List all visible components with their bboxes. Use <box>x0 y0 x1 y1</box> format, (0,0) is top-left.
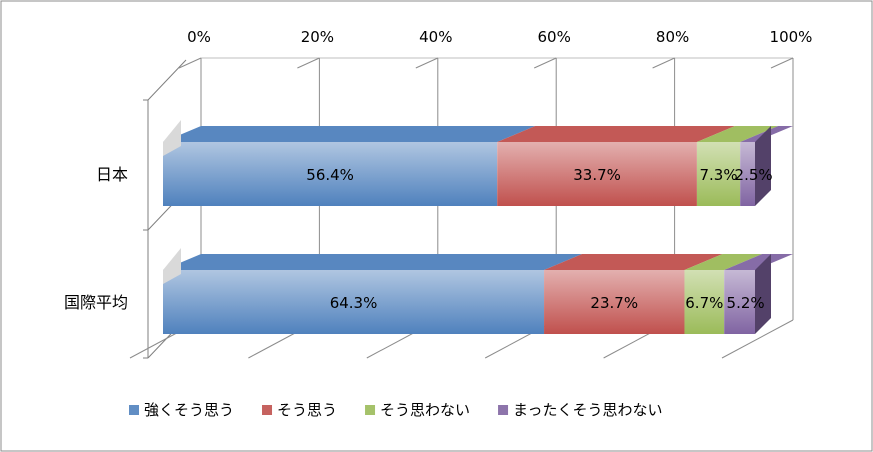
legend-label: そう思う <box>277 401 337 419</box>
bar-segment <box>544 270 685 334</box>
bar-top-face <box>684 254 763 270</box>
y-axis-depth-line <box>147 59 187 101</box>
bar-left-face <box>163 120 181 156</box>
bar-segment <box>684 270 725 334</box>
data-label: 64.3% <box>330 294 378 312</box>
bar-segment <box>740 142 755 206</box>
bar-segment <box>696 142 741 206</box>
legend-swatch <box>498 405 509 415</box>
bar-top-face <box>497 126 735 142</box>
x-tick-label: 60% <box>538 28 571 46</box>
bar-top-face <box>724 254 793 270</box>
legend-swatch <box>365 405 376 415</box>
legend-label: まったくそう思わない <box>513 401 662 419</box>
data-label: 7.3% <box>700 166 738 184</box>
gridline-floor <box>721 319 794 359</box>
gridline-top <box>652 57 675 69</box>
gridline-top <box>415 57 439 69</box>
bar-segment <box>497 142 697 206</box>
bar-side-face <box>755 254 771 334</box>
gridline-top <box>770 57 794 69</box>
bar-segment <box>163 270 545 334</box>
x-tick-label: 20% <box>301 28 334 46</box>
data-label: 23.7% <box>590 294 638 312</box>
x-axis-ticks: 0% 20% 40% 60% 80% 100% <box>187 28 812 46</box>
data-label: 6.7% <box>685 294 723 312</box>
gridline-top <box>178 57 202 69</box>
x-tick-label: 0% <box>187 28 211 46</box>
x-tick-label: 40% <box>419 28 452 46</box>
bar-top-face <box>163 254 583 270</box>
legend-label: そう思わない <box>380 401 470 419</box>
bar-top-face <box>696 126 779 142</box>
bar-left-face <box>163 248 181 284</box>
data-label: 56.4% <box>306 166 354 184</box>
data-label: 33.7% <box>573 166 621 184</box>
x-tick-label: 80% <box>656 28 689 46</box>
bar-top-face <box>544 254 723 270</box>
legend-swatch <box>262 405 273 415</box>
bar-segment <box>163 142 498 206</box>
legend-swatch <box>129 405 139 415</box>
bar-side-face <box>755 126 771 206</box>
data-label: 5.2% <box>727 294 765 312</box>
legend-label: 強くそう思う <box>144 401 234 419</box>
data-labels: 56.4% 33.7% 7.3%2.5% 64.3% 23.7% 6.7% 5.2% <box>306 166 772 312</box>
legend: 強くそう思う そう思う そう思わない まったくそう思わない <box>129 401 662 419</box>
category-label: 国際平均 <box>64 293 128 312</box>
category-label: 日本 <box>96 165 128 184</box>
bar-segment <box>724 270 755 334</box>
gridline-top <box>533 57 557 69</box>
bar-top-face <box>163 126 536 142</box>
data-label: 2.5% <box>735 166 773 184</box>
bars <box>163 120 793 334</box>
x-tick-label: 100% <box>770 28 813 46</box>
gridline-top <box>297 57 320 69</box>
